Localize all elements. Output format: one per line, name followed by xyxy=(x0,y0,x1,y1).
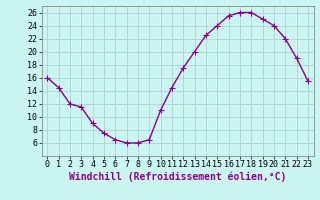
X-axis label: Windchill (Refroidissement éolien,°C): Windchill (Refroidissement éolien,°C) xyxy=(69,172,286,182)
